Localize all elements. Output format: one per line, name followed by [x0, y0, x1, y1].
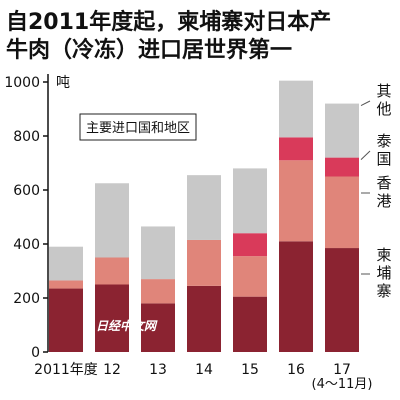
- y-unit-label: 吨: [56, 75, 70, 91]
- annotation-box: [79, 113, 197, 141]
- bar-柬埔寨: [187, 285, 221, 352]
- bar-香港: [187, 239, 221, 286]
- x-category-label: 13: [149, 362, 167, 378]
- bar-香港: [279, 160, 313, 242]
- x-category-label: 14: [195, 362, 213, 378]
- x-category-label: 17: [333, 362, 351, 378]
- bar-泰国: [233, 233, 267, 257]
- series-leader-line: [360, 100, 371, 107]
- chart-title-line2: 牛肉（冷冻）进口居世界第一: [6, 38, 293, 63]
- bar-柬埔寨: [141, 303, 175, 352]
- bar-其他: [233, 168, 267, 234]
- period-note: (4〜11月): [312, 377, 373, 392]
- bar-柬埔寨: [49, 288, 83, 352]
- y-tick-label: 200: [13, 291, 40, 307]
- bar-泰国: [279, 137, 313, 161]
- series-label-柬埔寨: 柬埔寨: [376, 246, 391, 300]
- bar-其他: [187, 175, 221, 240]
- annotation-text: 主要进口国和地区: [86, 121, 190, 136]
- y-tick-label: 400: [13, 237, 40, 253]
- bar-香港: [325, 176, 359, 249]
- bar-香港: [49, 280, 83, 289]
- bar-香港: [95, 257, 129, 285]
- bar-其他: [279, 80, 313, 138]
- series-label-泰国: 泰国: [376, 132, 391, 168]
- y-tick-label: 800: [13, 129, 40, 145]
- bar-香港: [233, 256, 267, 297]
- bar-其他: [49, 246, 83, 281]
- series-label-香港: 香港: [376, 174, 391, 210]
- chart-title-line1: 自2011年度起，柬埔寨对日本产: [6, 10, 332, 35]
- x-category-label: 12: [103, 362, 121, 378]
- y-tick-label: 600: [13, 183, 40, 199]
- bar-柬埔寨: [279, 241, 313, 352]
- bar-其他: [95, 183, 129, 258]
- bar-柬埔寨: [95, 284, 129, 352]
- bar-其他: [141, 226, 175, 280]
- bar-其他: [325, 103, 359, 158]
- bar-泰国: [325, 157, 359, 177]
- bar-柬埔寨: [325, 248, 359, 352]
- y-tick-label: 0: [31, 345, 40, 361]
- x-category-label: 16: [287, 362, 305, 378]
- series-label-其他: 其他: [376, 82, 391, 118]
- x-category-label: 2011年度: [34, 362, 98, 378]
- y-tick-label: 1000: [4, 75, 40, 91]
- watermark-logo: 日经中文网: [96, 319, 158, 333]
- x-category-label: 15: [241, 362, 259, 378]
- bar-柬埔寨: [233, 296, 267, 352]
- series-leader-line: [360, 150, 371, 160]
- bar-香港: [141, 279, 175, 304]
